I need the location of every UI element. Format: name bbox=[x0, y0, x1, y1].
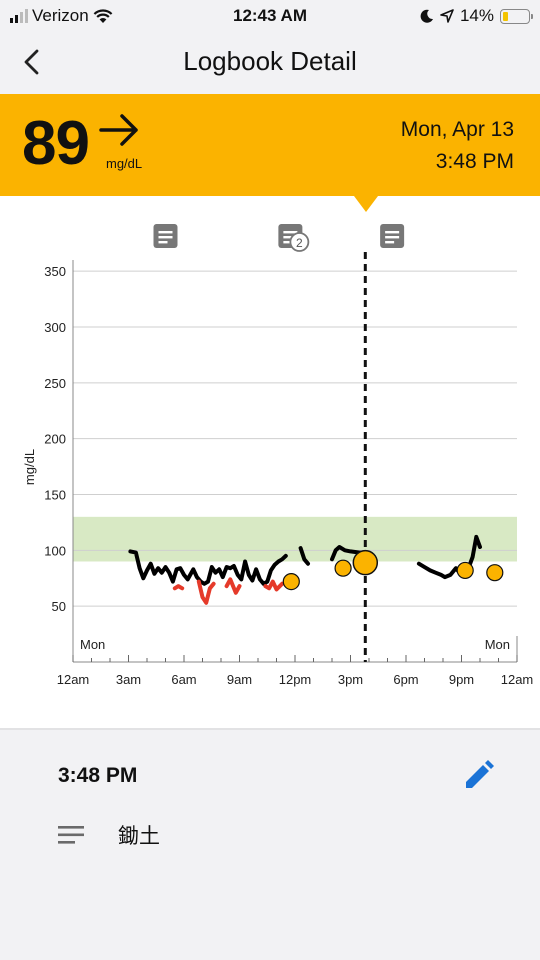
status-bar: Verizon 12:43 AM 14% bbox=[0, 0, 540, 32]
x-tick-label: 12am bbox=[57, 672, 90, 687]
status-time: 12:43 AM bbox=[232, 6, 307, 25]
y-tick-label: 300 bbox=[44, 320, 66, 335]
entry-detail: 3:48 PM 鋤土 bbox=[0, 730, 540, 960]
reading-date: Mon, Apr 13 bbox=[400, 118, 514, 141]
y-tick-label: 200 bbox=[44, 432, 66, 447]
note-count-badge: 2 bbox=[296, 236, 303, 250]
target-range-band bbox=[73, 516, 517, 562]
back-chevron-icon[interactable] bbox=[18, 48, 46, 76]
trend-arrow-right-icon bbox=[99, 114, 138, 146]
glucose-chart-card: 50 100 150 200 250 300 350 mg/dL 12am 3am 6am 9am 12… bbox=[0, 196, 540, 728]
glucose-unit: mg/dL bbox=[106, 156, 143, 171]
x-tick-label: 3pm bbox=[338, 672, 363, 687]
selection-pointer bbox=[354, 196, 378, 212]
entry-note-text: 鋤土 bbox=[118, 825, 160, 848]
reading-time: 3:48 PM bbox=[435, 150, 514, 173]
edit-pencil-icon[interactable] bbox=[462, 758, 496, 792]
glucose-chart[interactable]: 50 100 150 200 250 300 350 mg/dL 12am 3am 6am 9am 12… bbox=[0, 196, 540, 728]
scan-point bbox=[282, 573, 300, 591]
sensor-glucose-line bbox=[298, 546, 310, 566]
note-marker-icon[interactable] bbox=[380, 224, 405, 248]
note-lines-icon bbox=[58, 826, 84, 844]
scan-point bbox=[334, 559, 352, 577]
scan-point bbox=[486, 564, 504, 582]
wifi-icon bbox=[93, 9, 113, 23]
selected-scan-point bbox=[352, 549, 379, 576]
cellular-signal-icon bbox=[10, 9, 28, 23]
carrier-name: Verizon bbox=[32, 6, 89, 25]
y-tick-label: 150 bbox=[44, 488, 66, 503]
note-marker-icon[interactable] bbox=[153, 224, 178, 248]
y-tick-label: 50 bbox=[52, 599, 66, 614]
x-tick-label: 9pm bbox=[449, 672, 474, 687]
low-glucose-line bbox=[263, 579, 285, 592]
y-tick-label: 100 bbox=[44, 543, 66, 558]
x-tick-label: 3am bbox=[116, 672, 141, 687]
entry-time: 3:48 PM bbox=[58, 764, 138, 787]
reading-datetime: Mon, Apr 13 3:48 PM bbox=[401, 114, 514, 178]
day-label-end: Mon bbox=[485, 637, 510, 652]
x-tick-label: 6pm bbox=[393, 672, 418, 687]
note-marker-icon[interactable]: 2 bbox=[278, 224, 310, 252]
x-tick-label: 12pm bbox=[279, 672, 312, 687]
y-axis-label: mg/dL bbox=[22, 449, 37, 485]
sensor-glucose-line bbox=[128, 549, 288, 586]
low-glucose-line bbox=[224, 577, 242, 595]
low-glucose-line bbox=[172, 584, 185, 591]
day-label-start: Mon bbox=[80, 637, 105, 652]
page-title: Logbook Detail bbox=[183, 46, 357, 76]
y-tick-label: 250 bbox=[44, 376, 66, 391]
x-tick-label: 9am bbox=[227, 672, 252, 687]
navigation-bar: Logbook Detail bbox=[0, 32, 540, 94]
moon-icon bbox=[420, 9, 433, 23]
x-tick-label: 12am bbox=[501, 672, 534, 687]
x-tick-label: 6am bbox=[171, 672, 196, 687]
scan-point bbox=[456, 561, 474, 580]
location-arrow-icon bbox=[440, 9, 454, 23]
sensor-glucose-line bbox=[416, 534, 482, 580]
y-tick-label: 350 bbox=[44, 264, 66, 279]
section-divider bbox=[0, 728, 540, 730]
glucose-reading-banner: 89 mg/dL Mon, Apr 13 3:48 PM bbox=[0, 94, 540, 196]
battery-icon bbox=[500, 8, 533, 24]
battery-percent: 14% bbox=[459, 6, 494, 25]
glucose-value: 89 bbox=[22, 109, 90, 178]
low-glucose-line bbox=[196, 579, 216, 605]
